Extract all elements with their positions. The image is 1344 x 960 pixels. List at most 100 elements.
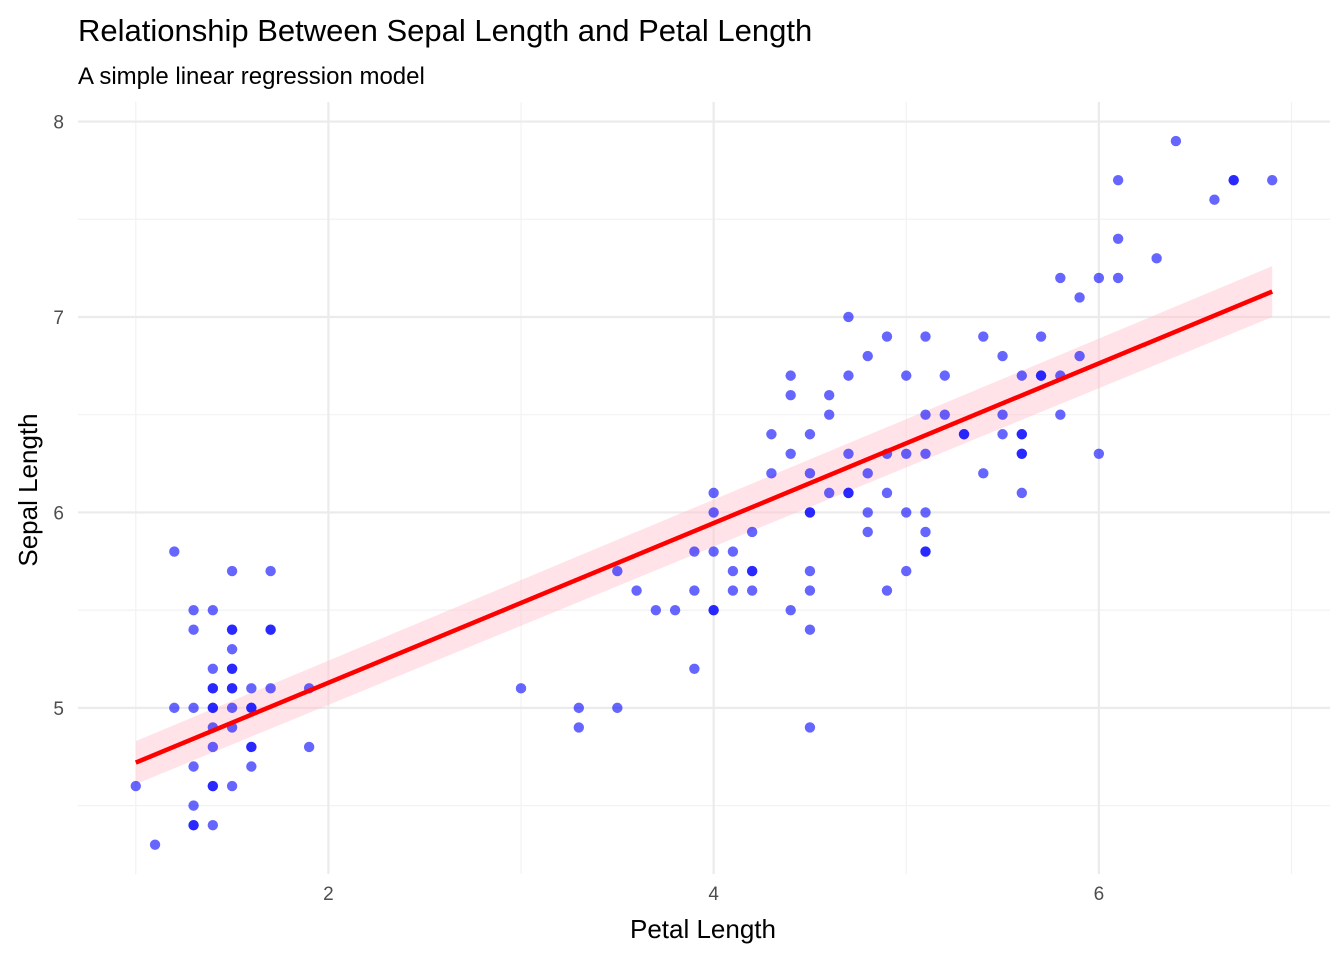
data-point (824, 409, 835, 420)
data-point (612, 702, 623, 714)
data-point (766, 429, 777, 440)
data-point (612, 565, 623, 577)
data-point (1055, 272, 1066, 284)
data-point (1035, 370, 1047, 381)
data-point (1035, 331, 1047, 342)
data-point (130, 780, 141, 792)
data-point (226, 683, 238, 694)
data-point (824, 389, 835, 401)
data-point (901, 507, 912, 518)
data-point (766, 468, 777, 479)
data-point (188, 604, 199, 616)
data-point (1016, 487, 1028, 499)
data-point (207, 683, 219, 694)
data-point (920, 507, 931, 518)
data-point (689, 663, 700, 674)
data-point (746, 585, 758, 596)
data-point (804, 507, 816, 518)
data-point (1016, 448, 1028, 459)
data-point (901, 448, 912, 459)
data-point (207, 604, 219, 616)
data-point (920, 409, 931, 420)
data-point (226, 663, 238, 674)
y-tick-label: 8 (53, 113, 64, 134)
data-point (708, 604, 719, 616)
data-point (804, 429, 816, 440)
data-point (881, 331, 893, 342)
data-point (169, 546, 180, 557)
data-point (901, 565, 912, 577)
chart-title: Relationship Between Sepal Length and Pe… (78, 13, 812, 48)
data-point (708, 487, 719, 499)
data-point (265, 565, 276, 577)
grid-lines (78, 102, 1330, 874)
data-point (1074, 292, 1085, 303)
data-point (246, 702, 257, 714)
data-point (843, 370, 854, 381)
data-point (1112, 174, 1124, 186)
data-point (881, 487, 893, 499)
data-point (246, 761, 257, 772)
data-point (188, 800, 199, 811)
data-point (1151, 253, 1162, 264)
data-point (920, 448, 931, 459)
data-point (804, 624, 816, 635)
data-point (824, 487, 835, 499)
data-point (631, 585, 642, 596)
x-axis-ticks: 2 4 6 (323, 884, 1104, 905)
y-axis-title: Sepal Length (13, 413, 43, 566)
x-tick-label: 2 (323, 884, 334, 905)
data-point (1093, 448, 1105, 459)
data-point (785, 389, 796, 401)
data-point (920, 526, 931, 538)
data-point (188, 761, 199, 772)
data-point (727, 546, 739, 557)
data-point (1016, 370, 1028, 381)
data-point (689, 585, 700, 596)
data-point (804, 468, 816, 479)
data-point (1112, 272, 1124, 284)
data-point (804, 565, 816, 577)
data-point (650, 604, 662, 616)
x-tick-label: 4 (708, 884, 719, 905)
x-tick-label: 6 (1094, 884, 1105, 905)
x-axis-title: Petal Length (630, 914, 776, 944)
data-point (978, 331, 989, 342)
data-point (920, 331, 931, 342)
data-point (708, 546, 719, 557)
data-point (573, 722, 584, 733)
data-point (226, 702, 238, 714)
data-point (1228, 174, 1239, 186)
data-point (303, 741, 315, 753)
data-point (169, 702, 180, 714)
y-tick-label: 6 (53, 503, 64, 524)
data-point (862, 350, 873, 362)
data-point (207, 663, 219, 674)
data-point (188, 702, 199, 714)
data-point (804, 722, 816, 733)
data-point (862, 468, 873, 479)
data-point (207, 741, 219, 753)
data-point (785, 370, 796, 381)
data-point (265, 683, 276, 694)
data-point (1074, 350, 1085, 362)
data-point (862, 526, 873, 538)
data-point (1112, 233, 1124, 245)
data-point (188, 624, 199, 635)
data-point (226, 565, 238, 577)
data-point (843, 311, 854, 323)
data-point (1016, 429, 1028, 440)
data-point (746, 565, 758, 577)
data-point (939, 370, 950, 381)
data-point (689, 546, 700, 557)
data-point (939, 409, 950, 420)
data-point (997, 350, 1008, 362)
data-point (997, 429, 1008, 440)
data-point (226, 780, 238, 792)
data-point (149, 839, 161, 850)
chart-subtitle: A simple linear regression model (78, 63, 425, 90)
data-point (1209, 194, 1220, 205)
regression-line-group (134, 289, 1274, 765)
y-tick-label: 7 (53, 308, 64, 329)
